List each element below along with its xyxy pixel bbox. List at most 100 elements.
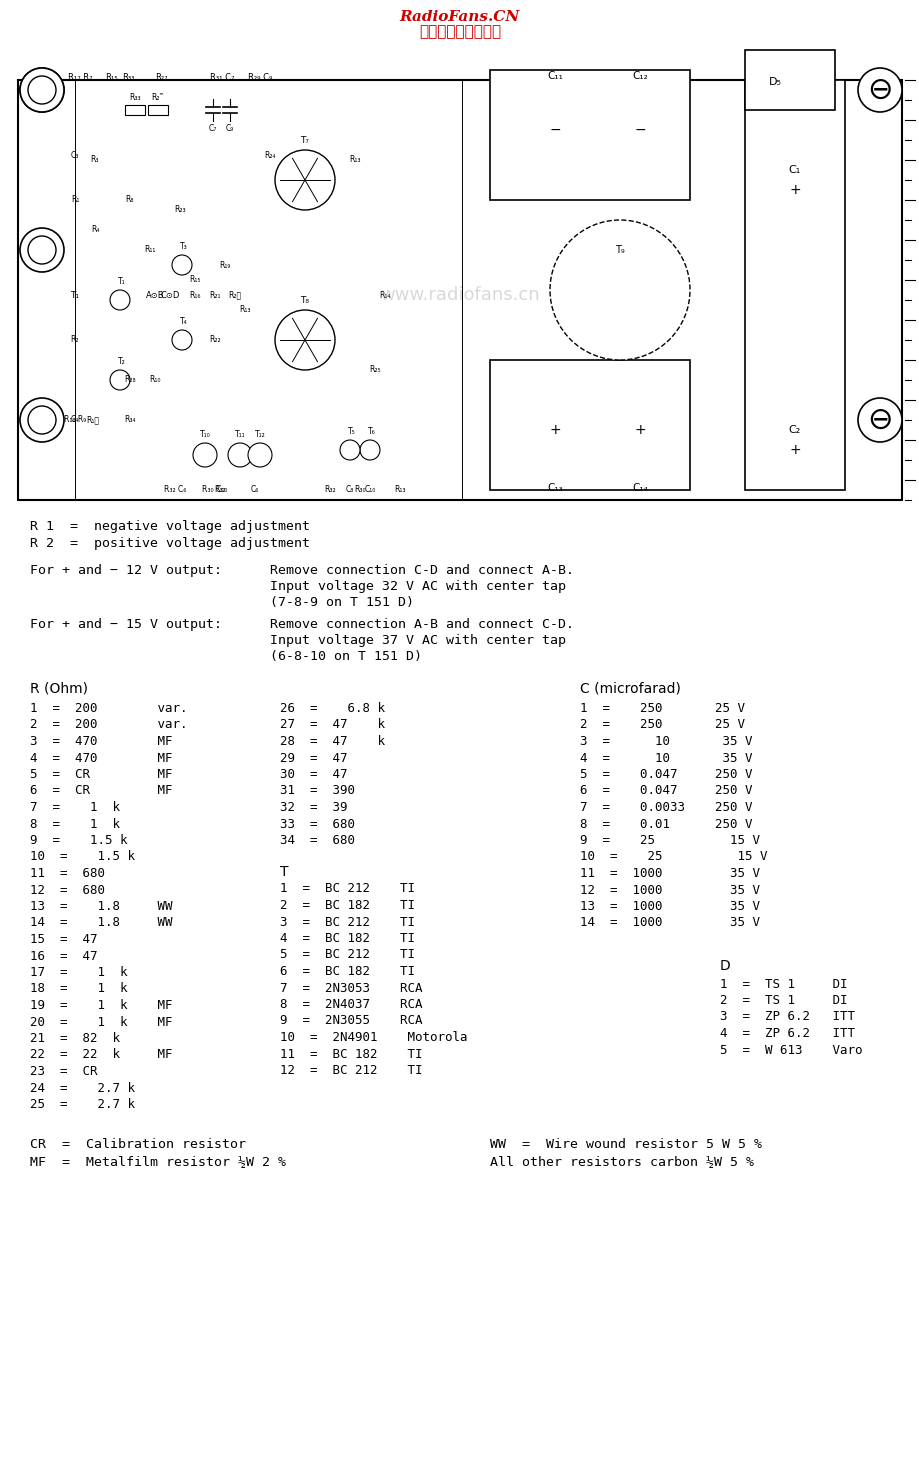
- Text: R₁: R₁: [71, 195, 79, 204]
- Text: 9  =    1.5 k: 9 = 1.5 k: [30, 834, 128, 847]
- Text: R₂‷: R₂‷: [152, 92, 165, 103]
- Text: T₆: T₆: [368, 427, 376, 435]
- Text: R₂₂: R₂₂: [209, 336, 221, 345]
- Circle shape: [228, 443, 252, 468]
- Text: T₈: T₈: [301, 296, 309, 305]
- Text: 12  =  BC 212    TI: 12 = BC 212 TI: [279, 1064, 422, 1078]
- Text: 14  =  1000         35 V: 14 = 1000 35 V: [579, 916, 759, 929]
- Text: 9  =  2N3055    RCA: 9 = 2N3055 RCA: [279, 1014, 422, 1028]
- Text: R₁₆: R₁₆: [189, 290, 200, 299]
- Text: R₁₄: R₁₄: [379, 290, 391, 299]
- Text: 12  =  1000         35 V: 12 = 1000 35 V: [579, 884, 759, 897]
- Text: C⊙D: C⊙D: [160, 290, 179, 299]
- Text: 8  =    1  k: 8 = 1 k: [30, 818, 119, 831]
- Text: C₃: C₃: [71, 151, 79, 160]
- Text: 18  =    1  k: 18 = 1 k: [30, 982, 128, 995]
- Text: T₁₂: T₁₂: [255, 430, 265, 438]
- Text: 23  =  CR: 23 = CR: [30, 1064, 97, 1078]
- Text: R₂₃: R₂₃: [174, 205, 186, 214]
- Text: 7  =  2N3053    RCA: 7 = 2N3053 RCA: [279, 982, 422, 994]
- Text: R₂₁: R₂₁: [209, 290, 221, 299]
- Text: 26  =    6.8 k: 26 = 6.8 k: [279, 702, 384, 715]
- Text: 22  =  22  k     MF: 22 = 22 k MF: [30, 1048, 173, 1061]
- Text: 1  =  BC 212    TI: 1 = BC 212 TI: [279, 883, 414, 896]
- Text: −: −: [549, 123, 561, 136]
- Text: ⊖: ⊖: [867, 76, 891, 104]
- Text: 7  =    1  k: 7 = 1 k: [30, 800, 119, 814]
- Circle shape: [20, 397, 64, 443]
- Text: C₉: C₉: [226, 125, 233, 133]
- Circle shape: [248, 443, 272, 468]
- Text: 11  =  680: 11 = 680: [30, 866, 105, 880]
- Text: 34  =  680: 34 = 680: [279, 834, 355, 847]
- Text: 8  =  2N4037    RCA: 8 = 2N4037 RCA: [279, 998, 422, 1012]
- Circle shape: [359, 440, 380, 460]
- Text: T₁₁: T₁₁: [234, 430, 245, 438]
- Text: 6  =  CR         MF: 6 = CR MF: [30, 784, 173, 798]
- Text: T₇: T₇: [301, 136, 309, 145]
- Text: 33  =  680: 33 = 680: [279, 818, 355, 831]
- Text: 2  =  200        var.: 2 = 200 var.: [30, 718, 187, 732]
- Text: T₃: T₃: [180, 242, 187, 251]
- Circle shape: [20, 67, 64, 111]
- Text: Remove connection A-B and connect C-D.: Remove connection A-B and connect C-D.: [269, 619, 573, 630]
- Text: R₃₀: R₃₀: [354, 485, 366, 494]
- Text: −: −: [633, 123, 645, 136]
- Text: 7  =    0.0033    250 V: 7 = 0.0033 250 V: [579, 800, 752, 814]
- Text: C₆: C₆: [251, 485, 259, 494]
- Text: 32  =  39: 32 = 39: [279, 800, 347, 814]
- Text: 5  =    0.047     250 V: 5 = 0.047 250 V: [579, 768, 752, 781]
- Text: C₁: C₁: [788, 166, 800, 174]
- Text: (7-8-9 on T 151 D): (7-8-9 on T 151 D): [269, 597, 414, 608]
- Text: 20  =    1  k    MF: 20 = 1 k MF: [30, 1016, 173, 1029]
- Circle shape: [28, 76, 56, 104]
- Text: R₁₅: R₁₅: [189, 276, 200, 284]
- Text: 3  =  ZP 6.2   ITT: 3 = ZP 6.2 ITT: [720, 1010, 854, 1023]
- Text: 4  =  BC 182    TI: 4 = BC 182 TI: [279, 932, 414, 946]
- Text: T₂: T₂: [118, 358, 126, 366]
- Bar: [18, 81, 901, 500]
- Text: R₁₃: R₁₃: [239, 305, 251, 315]
- Text: R₃₂: R₃₂: [323, 485, 335, 494]
- Text: R₃₄: R₃₄: [124, 415, 136, 425]
- Text: 9  =    25          15 V: 9 = 25 15 V: [579, 834, 759, 847]
- Circle shape: [28, 406, 56, 434]
- Bar: [490, 70, 689, 199]
- Text: R₂⁦: R₂⁦: [228, 290, 242, 299]
- Text: Input voltage 37 V AC with center tap: Input voltage 37 V AC with center tap: [269, 633, 565, 647]
- Text: R₂₉ C₉: R₂₉ C₉: [248, 73, 272, 82]
- Circle shape: [20, 229, 64, 273]
- Text: 3  =      10       35 V: 3 = 10 35 V: [579, 734, 752, 748]
- Text: R₃₂: R₃₂: [214, 485, 225, 494]
- Text: CR  =  Calibration resistor: CR = Calibration resistor: [30, 1139, 245, 1151]
- Circle shape: [275, 309, 335, 369]
- Text: R₂₇: R₂₇: [154, 73, 167, 82]
- Text: +: +: [549, 424, 561, 437]
- Text: 5  =  BC 212    TI: 5 = BC 212 TI: [279, 949, 414, 962]
- Text: 11  =  BC 182    TI: 11 = BC 182 TI: [279, 1048, 422, 1060]
- Text: www.radiofans.cn: www.radiofans.cn: [380, 286, 539, 303]
- Text: R₁₉: R₁₉: [219, 261, 231, 270]
- Circle shape: [110, 290, 130, 309]
- Text: R₃: R₃: [91, 155, 99, 164]
- Circle shape: [172, 255, 192, 276]
- Text: R₄: R₄: [91, 226, 99, 235]
- Bar: [148, 106, 168, 114]
- Text: D₅: D₅: [767, 78, 780, 86]
- Text: T₉: T₉: [615, 245, 624, 255]
- Text: 25  =    2.7 k: 25 = 2.7 k: [30, 1098, 135, 1111]
- Text: 21  =  82  k: 21 = 82 k: [30, 1032, 119, 1045]
- Text: R₁₅: R₁₅: [105, 73, 118, 82]
- Text: 12  =  680: 12 = 680: [30, 884, 105, 897]
- Text: R₂: R₂: [71, 336, 79, 345]
- Text: 10  =    1.5 k: 10 = 1.5 k: [30, 850, 135, 863]
- Text: For + and − 12 V output:: For + and − 12 V output:: [30, 564, 221, 578]
- Circle shape: [857, 397, 901, 443]
- Circle shape: [193, 443, 217, 468]
- Text: R₃₁ C₇: R₃₁ C₇: [210, 73, 234, 82]
- Circle shape: [340, 440, 359, 460]
- Text: 13  =    1.8     WW: 13 = 1.8 WW: [30, 900, 173, 913]
- Text: Input voltage 32 V AC with center tap: Input voltage 32 V AC with center tap: [269, 581, 565, 594]
- Text: 6  =  BC 182    TI: 6 = BC 182 TI: [279, 965, 414, 978]
- Text: T₁: T₁: [71, 290, 79, 299]
